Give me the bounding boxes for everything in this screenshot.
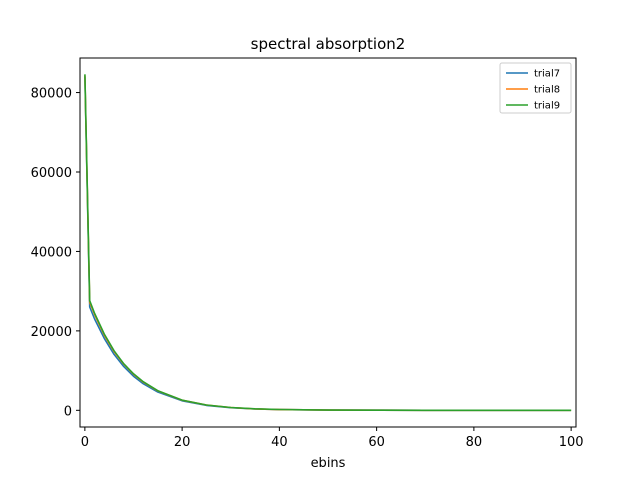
x-tick-label: 80 (466, 435, 483, 450)
x-tick-label: 20 (174, 435, 191, 450)
plot-area (84, 74, 572, 412)
x-axis-label: ebins (311, 456, 346, 471)
x-tick-label: 100 (559, 435, 584, 450)
y-tick-label: 40000 (31, 245, 72, 260)
y-tick-label: 20000 (31, 325, 72, 340)
series-line-trial9 (84, 74, 572, 412)
legend: trial7 trial8 trial9 (499, 62, 572, 114)
chart-title: spectral absorption2 (251, 35, 406, 53)
x-tick-label: 60 (368, 435, 385, 450)
legend-label: trial7 (534, 69, 560, 80)
plot-frame (79, 57, 577, 428)
y-tick-label: 60000 (31, 166, 72, 181)
y-tick-label: 80000 (31, 87, 72, 102)
x-axis: 0 20 40 60 80 100 (81, 427, 584, 450)
x-tick-label: 0 (81, 435, 89, 450)
series-line-trial7 (84, 76, 572, 412)
series-line-trial8 (84, 75, 572, 412)
legend-label: trial9 (534, 101, 560, 112)
legend-box (499, 62, 572, 114)
legend-label: trial8 (534, 85, 560, 96)
x-tick-label: 40 (271, 435, 288, 450)
y-axis: 0 20000 40000 60000 80000 (31, 87, 80, 419)
y-tick-label: 0 (64, 404, 72, 419)
